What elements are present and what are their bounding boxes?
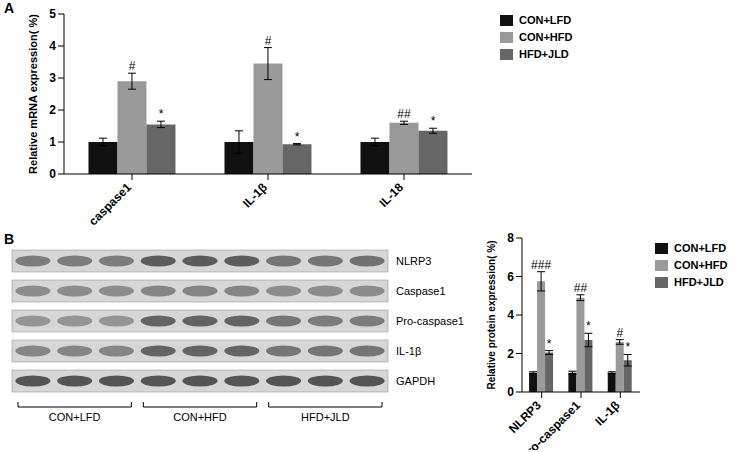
svg-text:#: # — [129, 59, 136, 73]
svg-text:###: ### — [531, 258, 551, 272]
html-text:HFD+JLD: HFD+JLD — [674, 276, 724, 288]
html-text:HFD+JLD: HFD+JLD — [519, 48, 569, 60]
svg-text:0: 0 — [49, 167, 56, 181]
svg-text:*: * — [625, 340, 630, 354]
svg-text:##: ## — [574, 281, 588, 295]
svg-text:2: 2 — [507, 347, 514, 361]
html-text:CON+LFD: CON+LFD — [519, 14, 572, 26]
svg-text:5: 5 — [49, 7, 56, 21]
svg-text:NLRP3: NLRP3 — [396, 255, 431, 267]
svg-text:*: * — [295, 130, 300, 144]
html-text:CON+LFD: CON+LFD — [674, 242, 727, 254]
svg-text:*: * — [586, 319, 591, 333]
svg-text:*: * — [547, 337, 552, 351]
svg-text:IL-18: IL-18 — [376, 180, 406, 210]
svg-text:8: 8 — [507, 231, 514, 245]
svg-text:0: 0 — [507, 385, 514, 399]
svg-text:pro-caspase1: pro-caspase1 — [519, 398, 584, 450]
svg-text:B: B — [8, 232, 14, 247]
svg-text:IL-1β: IL-1β — [396, 345, 421, 357]
html-text:CON+HFD: CON+HFD — [519, 31, 573, 43]
svg-text:NLRP3: NLRP3 — [506, 398, 544, 436]
svg-text:#: # — [616, 326, 623, 340]
html-text:CON+HFD: CON+HFD — [674, 259, 728, 271]
svg-text:*: * — [431, 114, 436, 128]
svg-text:3: 3 — [49, 71, 56, 85]
svg-text:CON+LFD: CON+LFD — [49, 411, 101, 423]
svg-text:Pro-caspase1: Pro-caspase1 — [396, 315, 464, 327]
svg-text:HFD+JLD: HFD+JLD — [301, 411, 350, 423]
svg-text:2: 2 — [49, 103, 56, 117]
svg-text:IL-1β: IL-1β — [240, 180, 270, 210]
svg-text:4: 4 — [49, 39, 56, 53]
svg-text:caspase1: caspase1 — [86, 180, 134, 228]
svg-text:*: * — [159, 107, 164, 121]
svg-text:IL-1β: IL-1β — [592, 398, 622, 428]
svg-text:CON+HFD: CON+HFD — [173, 411, 227, 423]
svg-text:GAPDH: GAPDH — [396, 375, 435, 387]
svg-text:6: 6 — [507, 270, 514, 284]
svg-text:1: 1 — [49, 135, 56, 149]
svg-text:Relative protein expression( %: Relative protein expression( %) — [486, 241, 497, 390]
svg-text:Relative mRNA expression( %): Relative mRNA expression( %) — [27, 14, 39, 174]
svg-text:##: ## — [397, 107, 411, 121]
svg-text:Caspase1: Caspase1 — [396, 285, 446, 297]
svg-text:#: # — [265, 34, 272, 48]
html-text:A: A — [4, 0, 15, 16]
svg-text:4: 4 — [507, 308, 514, 322]
